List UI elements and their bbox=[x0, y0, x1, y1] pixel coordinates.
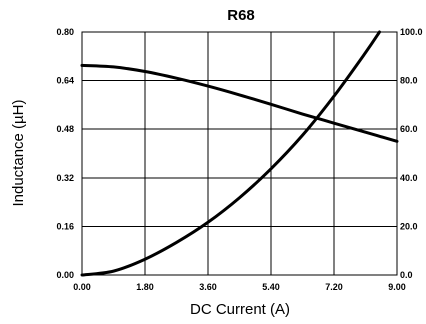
grid-layer bbox=[82, 32, 397, 275]
chart-title: R68 bbox=[227, 7, 255, 24]
tick-layer: 0.00 1.80 3.60 5.40 7.20 9.00 0.00 0.16 0.32 0.48… bbox=[56, 27, 422, 292]
y-axis-label: Inductance (µH) bbox=[10, 99, 27, 206]
x-tick-label: 1.80 bbox=[136, 282, 154, 292]
y-tick-label-left: 0.16 bbox=[56, 221, 74, 231]
y-tick-label-right: 60.0 bbox=[400, 124, 418, 134]
plot-frame bbox=[81, 31, 398, 276]
series-line-right-axis bbox=[80, 30, 381, 277]
y-tick-label-right: 80.0 bbox=[400, 76, 418, 86]
y-tick-label-left: 0.80 bbox=[56, 27, 74, 37]
x-axis-label: DC Current (A) bbox=[190, 301, 290, 318]
y-tick-label-left: 0.00 bbox=[56, 270, 74, 280]
x-tick-label: 5.40 bbox=[262, 282, 280, 292]
y-tick-label-left: 0.32 bbox=[56, 173, 74, 183]
y-tick-label-right: 0.0 bbox=[400, 270, 413, 280]
y-tick-label-left: 0.64 bbox=[56, 76, 74, 86]
y-tick-label-right: 100.0 bbox=[400, 27, 423, 37]
y-tick-label-left: 0.48 bbox=[56, 124, 74, 134]
y-tick-label-right: 20.0 bbox=[400, 221, 418, 231]
series-line-left-axis bbox=[80, 63, 399, 143]
x-tick-label: 0.00 bbox=[73, 282, 91, 292]
x-tick-label: 9.00 bbox=[388, 282, 406, 292]
x-tick-label: 3.60 bbox=[199, 282, 217, 292]
y-tick-label-right: 40.0 bbox=[400, 173, 418, 183]
x-tick-label: 7.20 bbox=[325, 282, 343, 292]
curve-layer bbox=[80, 30, 399, 277]
